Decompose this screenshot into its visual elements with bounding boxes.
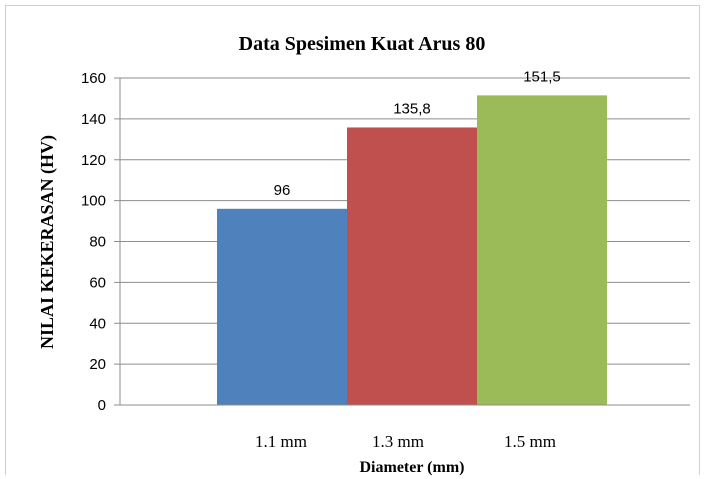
x-tick-label: 1.5 mm (504, 432, 556, 451)
bar-2 (347, 127, 477, 406)
y-tick-label: 20 (89, 356, 106, 373)
bar-value-label: 135,8 (393, 100, 431, 117)
y-tick-label: 140 (81, 111, 106, 128)
chart-frame (5, 5, 700, 475)
bar-3 (477, 95, 607, 405)
chart-title: Data Spesimen Kuat Arus 80 (239, 33, 486, 55)
x-axis-label: Diameter (mm) (360, 459, 465, 476)
y-tick-label: 160 (81, 70, 106, 87)
bar-1 (217, 208, 347, 405)
y-tick-label: 0 (98, 397, 106, 414)
y-axis-label: NILAI KEKERASAN (HV) (37, 135, 58, 349)
y-tick-label: 100 (81, 193, 106, 210)
data-labels: 96 135,8 151,5 (274, 68, 561, 198)
x-tick-label: 1.1 mm (255, 432, 307, 451)
bar-value-label: 96 (274, 182, 291, 199)
bars (217, 95, 607, 406)
axes: 0 20 40 60 80 100 120 140 160 1.1 mm 1.3 mm 1.5 mm (81, 70, 690, 451)
y-tick-label: 60 (89, 274, 106, 291)
x-tick-label: 1.3 mm (372, 432, 424, 451)
y-tick-label: 120 (81, 152, 106, 169)
y-tick-label: 80 (89, 234, 106, 251)
y-tick-label: 40 (89, 315, 106, 332)
bar-value-label: 151,5 (523, 68, 561, 85)
